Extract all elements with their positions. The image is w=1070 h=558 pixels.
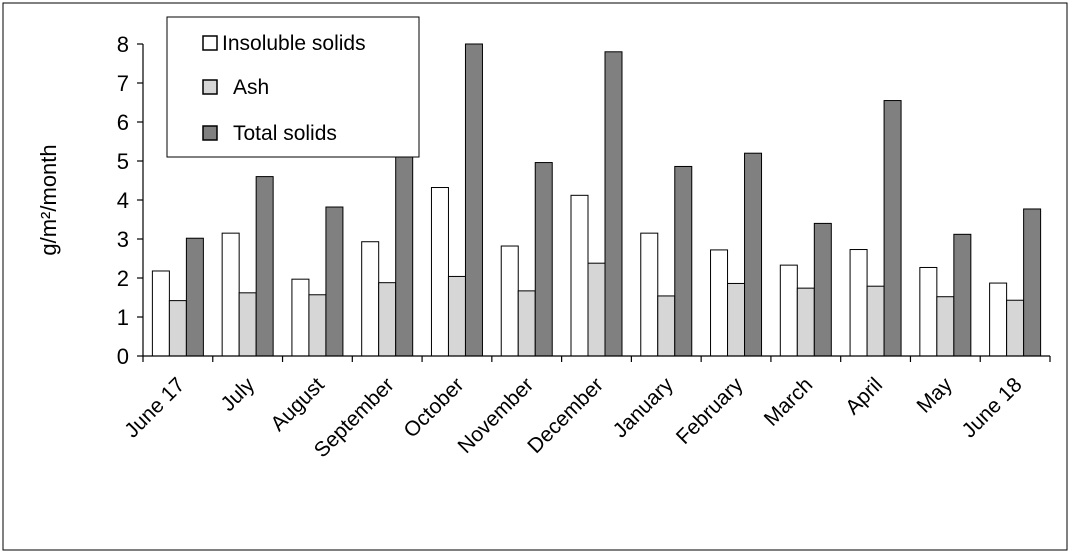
bar-ash (168, 300, 187, 357)
bar-insoluble-solids (779, 264, 798, 357)
bar-ash (796, 287, 815, 357)
bar-total-solids (604, 51, 623, 357)
bar-insoluble-solids (430, 187, 449, 357)
bar-insoluble-solids (151, 270, 170, 357)
y-tick-label: 3 (117, 227, 129, 252)
bar-total-solids (674, 165, 693, 357)
bar-total-solids (744, 152, 763, 357)
y-tick-label: 6 (117, 110, 129, 135)
bar-ash (587, 262, 606, 357)
bar-insoluble-solids (500, 245, 519, 357)
bar-ash (238, 292, 257, 357)
bar-ash (447, 275, 466, 357)
bar-insoluble-solids (710, 249, 729, 357)
bar-insoluble-solids (570, 194, 589, 357)
bar-total-solids (395, 155, 414, 357)
bar-total-solids (534, 162, 553, 357)
bar-insoluble-solids (291, 278, 310, 357)
bar-total-solids (1023, 208, 1042, 357)
y-tick-label: 0 (117, 344, 129, 369)
legend-label: Total solids (233, 122, 337, 145)
bar-ash (378, 282, 397, 357)
legend-swatch (202, 79, 218, 95)
bar-total-solids (185, 237, 204, 357)
bar-insoluble-solids (919, 266, 938, 357)
bar-ash (517, 290, 536, 357)
y-axis-label-main: g/m²/month (36, 144, 61, 255)
bar-insoluble-solids (849, 249, 868, 357)
legend-label: Insoluble solids (222, 32, 366, 55)
bar-total-solids (325, 206, 344, 357)
bar-ash (727, 282, 746, 357)
bar-ash (657, 295, 676, 357)
legend: Insoluble solids Ash Total solids (166, 16, 420, 158)
y-tick-label: 5 (117, 149, 129, 174)
y-tick-label: 4 (117, 188, 129, 213)
bar-ash (1006, 299, 1025, 357)
y-tick-label: 1 (117, 305, 129, 330)
y-axis-ticks: 0 1 2 3 4 5 6 7 8 (117, 32, 143, 369)
bar-ash (866, 285, 885, 357)
bar-ash (308, 294, 327, 357)
y-axis-label: g/m²/month (36, 144, 61, 255)
bars (151, 43, 1042, 357)
bar-insoluble-solids (361, 241, 380, 357)
legend-label: Ash (233, 76, 269, 99)
bar-ash (936, 296, 955, 357)
bar-insoluble-solids (989, 282, 1008, 357)
y-tick-label: 8 (117, 32, 129, 57)
bar-total-solids (883, 100, 902, 357)
legend-swatch (202, 35, 218, 51)
bar-total-solids (953, 233, 972, 357)
bar-total-solids (464, 43, 483, 357)
y-tick-label: 2 (117, 266, 129, 291)
bar-total-solids (255, 176, 274, 357)
bar-total-solids (813, 222, 832, 357)
y-tick-label: 7 (117, 71, 129, 96)
legend-swatch (202, 125, 218, 141)
bar-insoluble-solids (640, 232, 659, 357)
bar-insoluble-solids (221, 232, 240, 357)
